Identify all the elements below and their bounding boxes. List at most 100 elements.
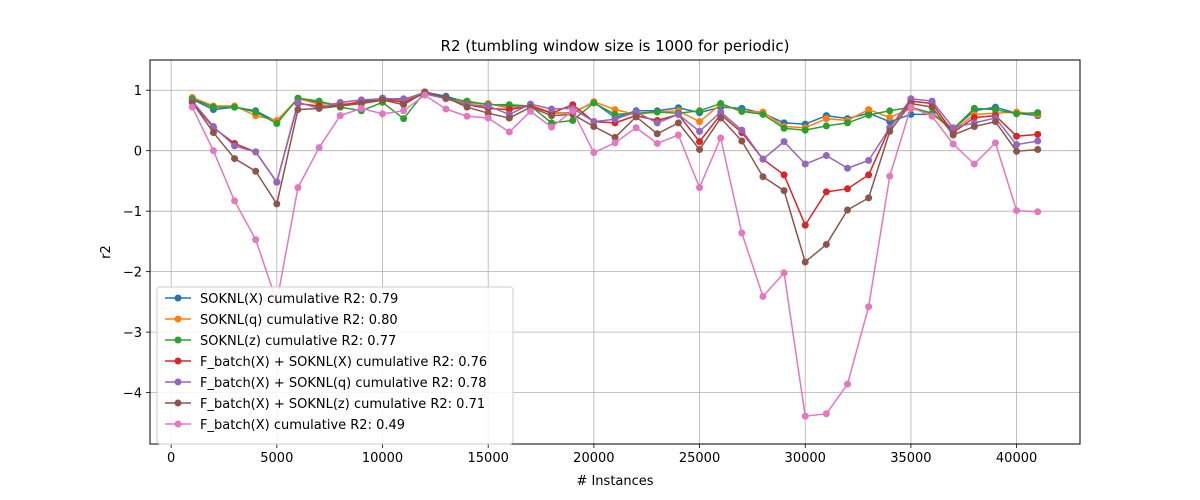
- legend-marker: [174, 420, 182, 428]
- data-point: [738, 126, 746, 134]
- data-point: [1034, 208, 1042, 216]
- data-point: [653, 130, 661, 138]
- y-tick-label: −2: [123, 266, 142, 281]
- data-point: [484, 109, 492, 117]
- data-point: [949, 140, 957, 148]
- data-point: [865, 171, 873, 179]
- data-point: [674, 110, 682, 118]
- data-point: [442, 105, 450, 113]
- data-point: [991, 118, 999, 126]
- data-point: [696, 107, 704, 115]
- plot-frame: [149, 59, 1081, 445]
- data-point: [484, 114, 492, 122]
- data-point: [548, 123, 556, 131]
- x-tick-label: 0: [167, 451, 175, 466]
- data-point: [780, 269, 788, 277]
- data-point: [970, 160, 978, 168]
- data-point: [738, 137, 746, 145]
- data-point: [991, 106, 999, 114]
- y-axis-label: r2: [99, 245, 114, 259]
- data-point: [886, 113, 894, 121]
- data-point: [1034, 145, 1042, 153]
- data-point: [231, 155, 239, 163]
- legend-marker: [174, 399, 182, 407]
- legend: SOKNL(X) cumulative R2: 0.79 SOKNL(q) cum…: [156, 286, 514, 445]
- data-point: [315, 144, 323, 152]
- data-point: [738, 107, 746, 115]
- data-point: [717, 114, 725, 122]
- data-point: [611, 110, 619, 118]
- data-point: [780, 138, 788, 146]
- data-point: [928, 112, 936, 120]
- data-point: [801, 160, 809, 168]
- data-point: [1013, 110, 1021, 118]
- legend-marker: [174, 378, 182, 386]
- data-point: [315, 97, 323, 105]
- data-point: [505, 106, 513, 114]
- data-point: [569, 107, 577, 115]
- data-point: [357, 100, 365, 108]
- data-point: [1013, 207, 1021, 215]
- x-tick-label: 10000: [362, 451, 403, 466]
- data-point: [928, 103, 936, 111]
- data-point: [801, 258, 809, 266]
- data-point: [844, 185, 851, 193]
- data-point: [844, 119, 851, 127]
- data-point: [611, 133, 619, 141]
- data-point: [844, 206, 851, 214]
- legend-label: SOKNL(z) cumulative R2: 0.77: [200, 334, 396, 349]
- data-point: [590, 149, 598, 157]
- grid: [150, 60, 1080, 444]
- series-6: [188, 88, 1042, 266]
- data-point: [273, 119, 281, 127]
- data-point: [442, 93, 450, 101]
- axis-ticks: 0 5000 10000 15000 20000 25000 30000 35000 40000…: [123, 84, 1037, 466]
- data-point: [294, 98, 302, 106]
- data-point: [1013, 132, 1021, 140]
- data-point: [717, 100, 725, 108]
- data-point: [231, 142, 239, 150]
- data-point: [865, 303, 873, 311]
- data-point: [252, 108, 260, 116]
- legend-marker: [174, 315, 182, 323]
- legend-marker: [174, 357, 182, 365]
- data-point: [611, 139, 619, 147]
- data-point: [759, 110, 767, 118]
- data-point: [400, 115, 408, 123]
- data-point: [759, 155, 767, 163]
- data-point: [632, 113, 640, 121]
- data-point: [886, 172, 894, 180]
- data-point: [400, 95, 408, 103]
- data-point: [970, 123, 978, 131]
- data-point: [1013, 147, 1021, 155]
- data-point: [379, 110, 386, 118]
- data-point: [463, 103, 471, 111]
- data-point: [632, 108, 640, 116]
- data-point: [231, 197, 239, 205]
- data-point: [209, 129, 217, 137]
- data-point: [315, 104, 323, 112]
- data-point: [252, 167, 260, 175]
- data-point: [569, 116, 577, 124]
- data-point: [653, 139, 661, 147]
- data-point: [991, 139, 999, 147]
- data-point: [400, 107, 408, 115]
- data-point: [759, 292, 767, 300]
- data-point: [696, 145, 704, 153]
- legend-label: SOKNL(X) cumulative R2: 0.79: [200, 292, 398, 307]
- data-point: [294, 184, 302, 192]
- data-point: [505, 128, 513, 136]
- data-point: [801, 126, 809, 134]
- data-point: [590, 123, 598, 131]
- data-point: [886, 127, 894, 135]
- data-point: [717, 134, 725, 142]
- legend-label: F_batch(X) + SOKNL(q) cumulative R2: 0.7…: [200, 376, 487, 391]
- x-axis-label: # Instances: [576, 474, 653, 489]
- data-point: [611, 106, 619, 114]
- data-point: [1034, 109, 1042, 117]
- legend-marker: [174, 294, 182, 302]
- data-point: [759, 173, 767, 181]
- legend-label: F_batch(X) cumulative R2: 0.49: [200, 418, 405, 433]
- data-point: [970, 113, 978, 121]
